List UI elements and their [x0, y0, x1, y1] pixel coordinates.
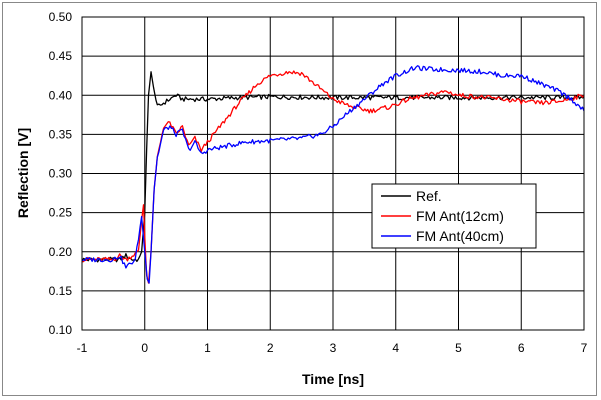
x-tick-labels: -1 0 1 2 3 4 5 6 7	[77, 341, 588, 355]
legend: Ref. FM Ant(12cm) FM Ant(40cm)	[371, 183, 537, 249]
y-tick-label: 0.20	[49, 245, 73, 259]
x-tick-label: 0	[141, 341, 148, 355]
x-tick-label: 7	[581, 341, 588, 355]
legend-entry: FM Ant(40cm)	[416, 228, 504, 244]
plot-border	[81, 16, 585, 331]
x-tick-label: 2	[267, 341, 274, 355]
x-tick-label: -1	[77, 341, 88, 355]
y-tick-label: 0.10	[49, 323, 73, 337]
x-tick-label: 4	[392, 341, 399, 355]
series-line	[81, 71, 585, 263]
x-axis-label: Time [ns]	[302, 371, 364, 387]
y-tick-label: 0.15	[49, 284, 73, 298]
legend-entry: Ref.	[416, 188, 442, 204]
series-line	[81, 65, 585, 284]
legend-entry: FM Ant(12cm)	[416, 208, 504, 224]
y-tick-label: 0.45	[49, 49, 73, 63]
x-tick-label: 5	[455, 341, 462, 355]
x-tick-label: 6	[518, 341, 525, 355]
y-tick-labels: 0.10 0.15 0.20 0.25 0.30 0.35 0.40 0.45 0.50	[49, 10, 73, 337]
y-tick-label: 0.35	[49, 127, 73, 141]
series-group	[81, 65, 585, 284]
y-tick-label: 0.50	[49, 10, 73, 24]
y-tick-label: 0.40	[49, 88, 73, 102]
x-tick-label: 3	[330, 341, 337, 355]
y-tick-label: 0.25	[49, 206, 73, 220]
y-axis-label: Reflection [V]	[15, 128, 31, 218]
y-tick-label: 0.30	[49, 167, 73, 181]
series-line	[81, 70, 585, 284]
x-tick-label: 1	[204, 341, 211, 355]
